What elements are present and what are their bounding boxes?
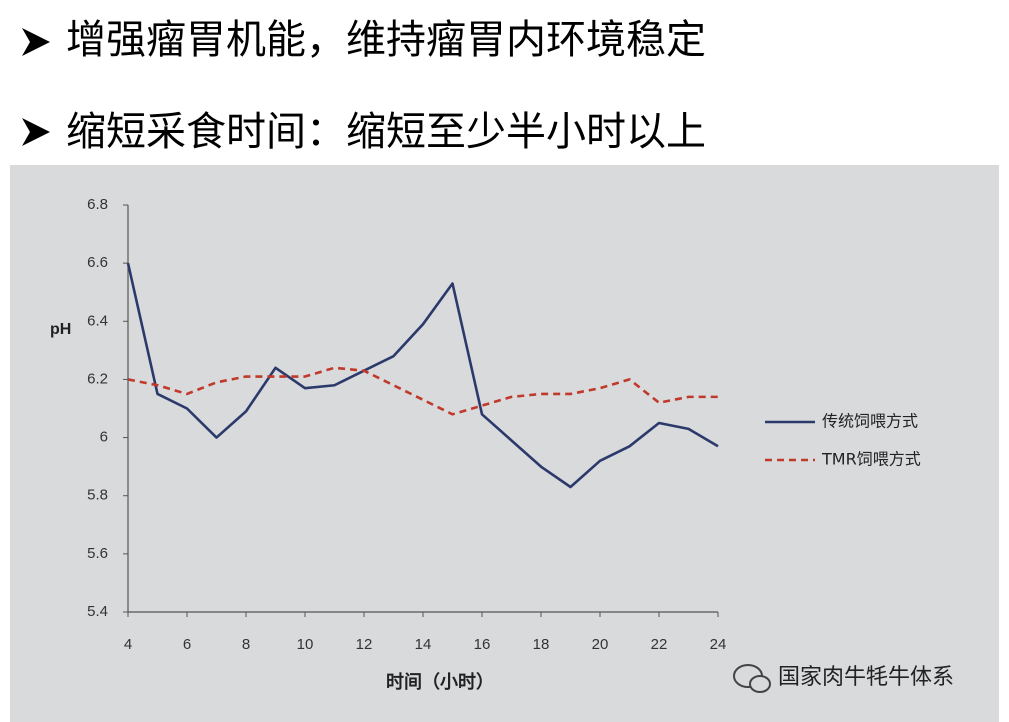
y-tick-label: 5.4 [87,603,108,620]
watermark: 国家肉牛牦牛体系 [778,665,954,690]
x-tick-label: 10 [297,636,314,653]
data-line [126,262,719,489]
x-tick-label: 4 [124,636,132,653]
chart-photo [10,165,999,722]
x-axis-label: 时间（小时） [386,672,494,692]
bullet-text: 增强瘤胃机能，维持瘤胃内环境稳定 [66,17,706,63]
legend-label: TMR饲喂方式 [821,450,921,469]
bullet-text: 缩短采食时间：缩短至少半小时以上 [66,109,706,155]
x-tick-label: 18 [533,636,550,653]
y-tick-label: 6.8 [87,196,108,213]
y-tick-label: 6 [100,429,108,446]
bullet-arrow [22,28,50,56]
y-tick-label: 6.4 [87,312,108,329]
x-tick-label: 24 [710,636,727,653]
wechat-icon [733,664,771,693]
y-tick-label: 6.6 [87,254,108,271]
x-tick-label: 14 [415,636,432,653]
x-tick-label: 20 [592,636,609,653]
y-tick-label: 5.8 [87,487,108,504]
x-tick-label: 22 [651,636,668,653]
x-tick-label: 12 [356,636,373,653]
y-tick-label: 6.2 [87,370,108,387]
data-line [127,366,718,416]
y-axis-label: pH [50,321,71,338]
x-tick-label: 6 [183,636,191,653]
y-tick-label: 5.6 [87,545,108,562]
x-tick-label: 16 [474,636,491,653]
legend-label: 传统饲喂方式 [822,412,918,431]
x-tick-label: 8 [242,636,250,653]
bullet-arrow [22,118,50,146]
